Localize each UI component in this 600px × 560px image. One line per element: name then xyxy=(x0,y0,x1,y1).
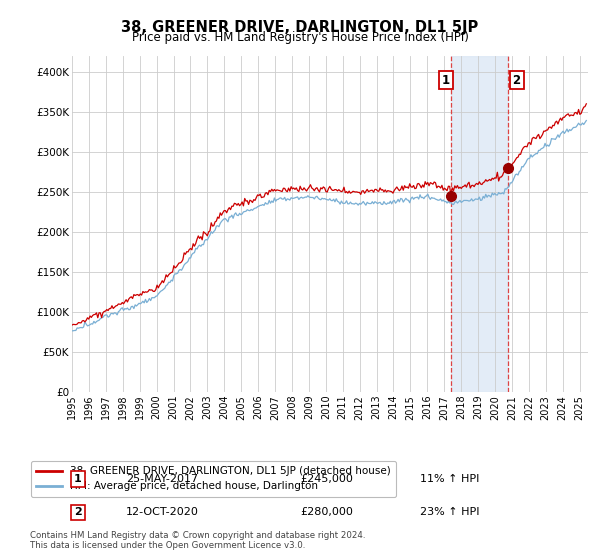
Text: 25-MAY-2017: 25-MAY-2017 xyxy=(126,474,198,484)
Text: 11% ↑ HPI: 11% ↑ HPI xyxy=(420,474,479,484)
Text: 23% ↑ HPI: 23% ↑ HPI xyxy=(420,507,479,517)
Text: Contains HM Land Registry data © Crown copyright and database right 2024.
This d: Contains HM Land Registry data © Crown c… xyxy=(30,530,365,550)
Text: Price paid vs. HM Land Registry's House Price Index (HPI): Price paid vs. HM Land Registry's House … xyxy=(131,31,469,44)
Text: 1: 1 xyxy=(442,73,450,86)
Text: 1: 1 xyxy=(74,474,82,484)
Text: 38, GREENER DRIVE, DARLINGTON, DL1 5JP: 38, GREENER DRIVE, DARLINGTON, DL1 5JP xyxy=(121,20,479,35)
Text: £245,000: £245,000 xyxy=(300,474,353,484)
Text: £280,000: £280,000 xyxy=(300,507,353,517)
Bar xyxy=(451,56,508,392)
Text: 2: 2 xyxy=(512,73,521,86)
Legend: 38, GREENER DRIVE, DARLINGTON, DL1 5JP (detached house), HPI: Average price, det: 38, GREENER DRIVE, DARLINGTON, DL1 5JP (… xyxy=(31,461,397,497)
Text: 12-OCT-2020: 12-OCT-2020 xyxy=(126,507,199,517)
Text: 2: 2 xyxy=(74,507,82,517)
